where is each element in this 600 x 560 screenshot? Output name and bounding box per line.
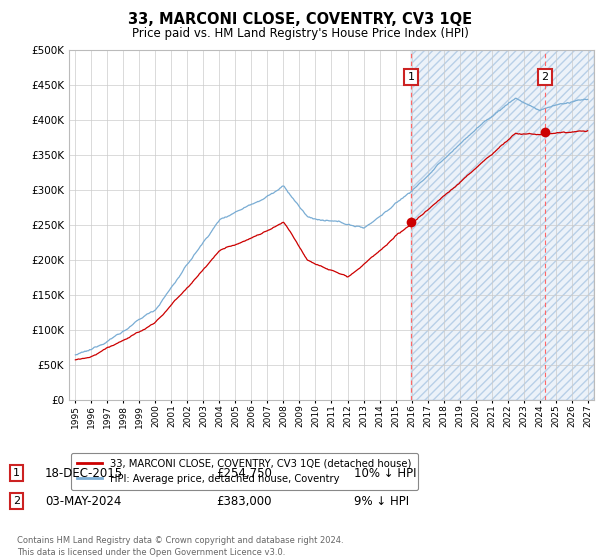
Bar: [411, 50, 594, 400]
Text: 18-DEC-2015: 18-DEC-2015: [45, 466, 123, 480]
Text: 10% ↓ HPI: 10% ↓ HPI: [354, 466, 416, 480]
Text: Contains HM Land Registry data © Crown copyright and database right 2024.
This d: Contains HM Land Registry data © Crown c…: [17, 536, 343, 557]
Text: Price paid vs. HM Land Registry's House Price Index (HPI): Price paid vs. HM Land Registry's House …: [131, 27, 469, 40]
Legend: 33, MARCONI CLOSE, COVENTRY, CV3 1QE (detached house), HPI: Average price, detac: 33, MARCONI CLOSE, COVENTRY, CV3 1QE (de…: [71, 452, 418, 489]
Text: £383,000: £383,000: [216, 494, 271, 508]
Text: 1: 1: [407, 72, 415, 82]
Text: 2: 2: [541, 72, 548, 82]
Text: 1: 1: [13, 468, 20, 478]
Text: £254,750: £254,750: [216, 466, 272, 480]
Text: 33, MARCONI CLOSE, COVENTRY, CV3 1QE: 33, MARCONI CLOSE, COVENTRY, CV3 1QE: [128, 12, 472, 27]
Text: 03-MAY-2024: 03-MAY-2024: [45, 494, 121, 508]
Text: 9% ↓ HPI: 9% ↓ HPI: [354, 494, 409, 508]
Text: 2: 2: [13, 496, 20, 506]
Bar: [411, 50, 594, 400]
